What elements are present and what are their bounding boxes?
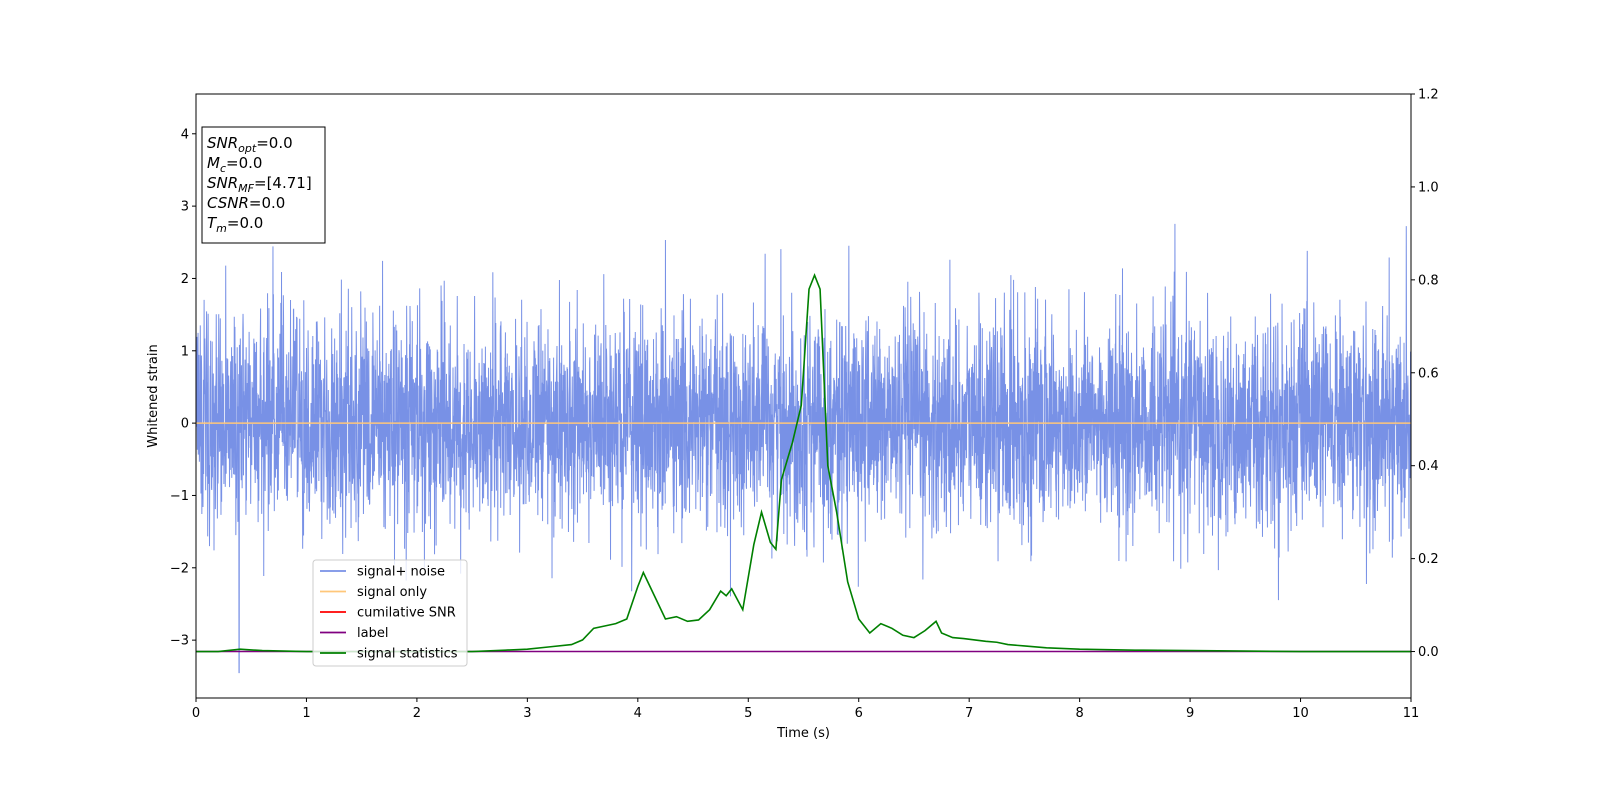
y-right-tick-label: 0.2 <box>1418 552 1439 567</box>
y-right-tick-label: 0.0 <box>1418 645 1439 660</box>
annotation-symbol: M <box>207 154 220 172</box>
annotation-value: =0.0 <box>226 154 262 172</box>
annotation-line: SNRMF=[4.71] <box>207 174 312 195</box>
legend-label: cumilative SNR <box>357 606 456 621</box>
y-left-tick-label: −2 <box>170 561 189 576</box>
x-tick-label: 5 <box>744 706 752 721</box>
annotation-value: =0.0 <box>256 134 292 152</box>
y-left-tick-label: 4 <box>181 127 189 142</box>
annotation-value: =0.0 <box>227 214 263 232</box>
legend: signal+ noise signal only cumilative SNR la… <box>312 559 468 667</box>
x-tick-label: 0 <box>192 706 200 721</box>
legend-label: label <box>357 626 388 641</box>
y-axis-right: 0.0 0.2 0.4 0.6 0.8 1.0 1.2 <box>1411 88 1439 660</box>
x-tick-label: 2 <box>413 706 421 721</box>
y-left-tick-label: −3 <box>170 634 189 649</box>
legend-box <box>312 559 468 667</box>
annotation-line: Mc=0.0 <box>207 154 262 175</box>
y-axis-label: Whitened strain <box>146 344 161 447</box>
x-axis: 0 1 2 3 4 5 6 7 8 9 10 11 <box>192 698 1419 721</box>
y-right-tick-label: 0.4 <box>1418 459 1439 474</box>
y-right-tick-label: 0.8 <box>1418 273 1439 288</box>
x-tick-label: 4 <box>634 706 642 721</box>
x-tick-label: 11 <box>1403 706 1420 721</box>
annotation-subscript: m <box>216 222 227 235</box>
y-left-tick-label: 2 <box>181 272 189 287</box>
x-tick-label: 8 <box>1075 706 1083 721</box>
annotation-subscript: MF <box>238 182 254 195</box>
x-tick-label: 6 <box>855 706 863 721</box>
x-tick-label: 1 <box>302 706 310 721</box>
annotation-symbol: SNR <box>207 174 238 192</box>
annotation-symbol: CSNR <box>207 194 249 212</box>
x-tick-label: 7 <box>965 706 973 721</box>
annotation-value: =0.0 <box>249 194 285 212</box>
legend-label: signal only <box>357 585 427 600</box>
annotation-subscript: opt <box>238 142 257 155</box>
series-signal-statistics <box>196 273 1411 653</box>
stats-annotation: SNRopt=0.0Mc=0.0SNRMF=[4.71]CSNR=0.0Tm=0… <box>201 126 326 244</box>
y-left-tick-label: 3 <box>181 200 189 215</box>
annotation-symbol: T <box>207 214 218 232</box>
annotation-box <box>201 126 326 244</box>
y-left-tick-label: 1 <box>181 344 189 359</box>
y-right-tick-label: 0.6 <box>1418 366 1439 381</box>
annotation-value: =[4.71] <box>254 174 312 192</box>
y-right-tick-label: 1.0 <box>1418 180 1439 195</box>
y-right-tick-label: 1.2 <box>1418 88 1439 103</box>
y-left-tick-label: −1 <box>170 489 189 504</box>
y-left-tick-label: 0 <box>181 417 189 432</box>
x-tick-label: 3 <box>523 706 531 721</box>
annotation-line: CSNR=0.0 <box>207 194 285 212</box>
legend-label: signal+ noise <box>357 565 445 580</box>
y-axis-left: −3 −2 −1 0 1 2 3 4 <box>170 127 196 649</box>
x-tick-label: 10 <box>1292 706 1309 721</box>
x-tick-label: 9 <box>1186 706 1194 721</box>
annotation-symbol: SNR <box>207 134 238 152</box>
series-signal-noise <box>196 223 1411 674</box>
axes-frame <box>195 93 1412 699</box>
annotation-line: SNRopt=0.0 <box>207 134 293 155</box>
legend-label: signal statistics <box>357 647 458 662</box>
x-axis-label: Time (s) <box>776 726 830 741</box>
annotation-line: Tm=0.0 <box>207 214 263 235</box>
annotation-subscript: c <box>220 162 226 175</box>
